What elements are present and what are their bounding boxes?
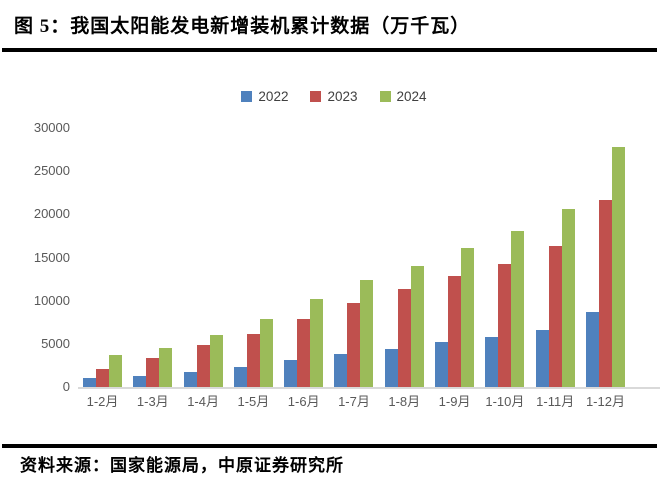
legend-swatch-icon <box>241 91 253 102</box>
figure-title: 图 5：我国太阳能发电新增装机累计数据（万千瓦） <box>14 16 471 37</box>
plot-area: 0 5000 10000 15000 20000 25000 30000 <box>34 120 660 394</box>
x-tick-label: 1-9月 <box>438 394 471 409</box>
legend-swatch-icon <box>310 91 322 102</box>
bar-2022-1-8月 <box>384 348 398 387</box>
bar-2024-1-3月 <box>159 347 173 387</box>
legend-item-2022: 2022 <box>241 89 288 104</box>
x-tick-label: 1-11月 <box>536 394 575 409</box>
bar-group-1-10月 <box>485 230 525 387</box>
bar-2022-1-2月 <box>83 377 96 387</box>
x-tick-label: 1-10月 <box>485 394 525 409</box>
bar-2024-1-2月 <box>109 355 122 387</box>
x-tick-label: 1-5月 <box>237 394 270 409</box>
bar-2023-1-6月 <box>297 319 311 387</box>
bar-group-1-8月 <box>384 266 424 387</box>
bar-2022-1-5月 <box>233 366 247 387</box>
legend-swatch-icon <box>379 91 391 102</box>
bar-2024-1-8月 <box>410 266 424 387</box>
bar-2024-1-4月 <box>209 335 223 387</box>
bar-2024-1-12月 <box>611 147 625 387</box>
bar-2022-1-11月 <box>535 330 549 387</box>
y-tick-label: 20000 <box>33 206 70 222</box>
bar-2022-1-9月 <box>435 341 449 387</box>
bar-2024-1-5月 <box>259 318 273 387</box>
bar-2023-1-5月 <box>246 334 260 387</box>
bar-2022-1-10月 <box>485 336 499 387</box>
y-tick-label: 15000 <box>33 249 70 265</box>
bar-group-1-11月 <box>535 208 575 387</box>
bar-group-1-12月 <box>585 147 625 387</box>
bar-2023-1-12月 <box>598 199 612 387</box>
x-tick-label: 1-8月 <box>388 394 421 409</box>
bar-2023-1-11月 <box>548 245 562 387</box>
legend-label: 2023 <box>327 89 358 104</box>
bar-2022-1-12月 <box>585 311 599 387</box>
x-tick-label: 1-12月 <box>585 394 625 409</box>
bar-2022-1-6月 <box>284 360 298 387</box>
bar-group-1-7月 <box>334 280 374 387</box>
x-tick-label: 1-7月 <box>338 394 370 409</box>
bar-2023-1-9月 <box>448 275 462 387</box>
bar-2024-1-9月 <box>461 248 475 387</box>
source-note: 资料来源：国家能源局，中原证券研究所 <box>20 456 344 475</box>
bar-2024-1-6月 <box>310 298 324 387</box>
legend-item-2023: 2023 <box>310 89 358 104</box>
bar-2024-1-7月 <box>360 280 374 387</box>
x-axis-labels: 1-2月 1-3月 1-4月 1-5月 1-6月 1-7月 1-8月 1-9月 1-10月 1-1… <box>83 393 625 411</box>
x-tick-label: 1-6月 <box>287 394 320 409</box>
x-tick-label: 1-4月 <box>187 394 219 409</box>
x-tick-label: 1-2月 <box>86 394 119 409</box>
x-axis-line <box>78 387 660 389</box>
bar-group-1-5月 <box>233 318 273 387</box>
legend-label: 2024 <box>396 89 427 104</box>
bar-group-1-3月 <box>133 347 173 387</box>
bar-2022-1-7月 <box>334 354 348 387</box>
y-tick-label: 25000 <box>33 163 70 179</box>
chart-legend: 2022 2023 2024 <box>0 88 668 106</box>
bar-2024-1-11月 <box>561 208 575 387</box>
y-tick-label: 10000 <box>33 292 70 308</box>
bar-2023-1-10月 <box>498 263 512 387</box>
y-tick-label: 5000 <box>41 335 70 351</box>
bar-groups <box>83 147 625 387</box>
bar-group-1-2月 <box>83 355 122 387</box>
bar-group-1-4月 <box>183 335 223 387</box>
bar-2022-1-3月 <box>133 375 147 387</box>
title-divider <box>2 48 657 52</box>
x-tick-label: 1-3月 <box>136 394 169 409</box>
bar-group-1-6月 <box>284 298 324 387</box>
bar-group-1-9月 <box>435 248 475 387</box>
bar-2022-1-4月 <box>183 372 197 387</box>
y-tick-label: 30000 <box>33 120 70 135</box>
bar-2023-1-8月 <box>397 289 411 387</box>
y-tick-label: 0 <box>62 379 70 394</box>
legend-label: 2022 <box>258 89 289 104</box>
bar-2024-1-10月 <box>511 230 525 387</box>
legend-item-2024: 2024 <box>379 89 427 104</box>
footer-divider <box>2 444 657 448</box>
bar-2023-1-4月 <box>196 345 210 387</box>
solar-install-chart: 2022 2023 2024 0 5000 10000 15000 20000 25000 30… <box>0 88 668 411</box>
bar-2023-1-2月 <box>96 369 109 387</box>
bar-2023-1-7月 <box>347 303 361 387</box>
bar-2023-1-3月 <box>146 357 160 387</box>
